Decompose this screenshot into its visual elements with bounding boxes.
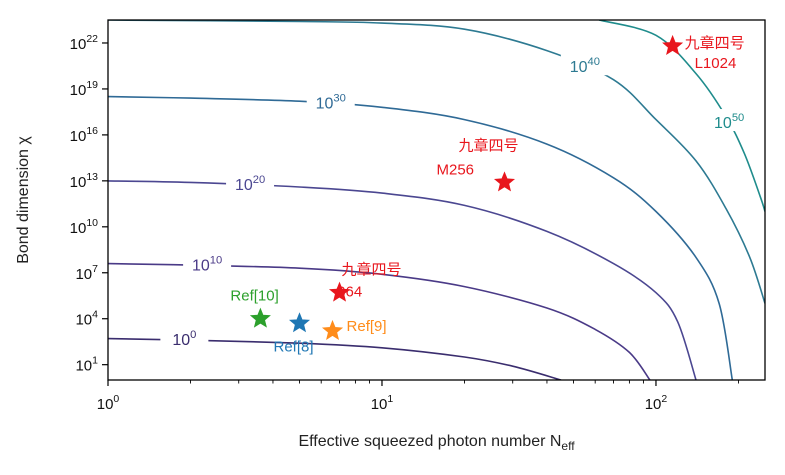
plot-frame	[107, 19, 766, 381]
contour-label-bg	[183, 251, 232, 274]
point-label-s64: S64	[336, 284, 363, 301]
point-label-ref8: Ref[8]	[274, 338, 314, 355]
y-axis-label: Bond dimension χ	[15, 136, 32, 264]
contour-label-bg	[160, 326, 209, 349]
y-tick-label: 1022	[70, 33, 99, 53]
star-marker-m256	[493, 171, 516, 192]
contour-line-30	[108, 95, 734, 380]
point-label-cn: 九章四号	[685, 34, 745, 52]
y-tick-label: 104	[75, 309, 98, 329]
star-marker-ref8	[288, 312, 311, 333]
x-tick-label: 101	[371, 393, 394, 413]
point-label-cn: 九章四号	[342, 261, 402, 279]
contour-label-10: 1010	[192, 255, 222, 275]
point-label-cn: 九章四号	[458, 136, 518, 154]
contour-label-40: 1040	[570, 56, 600, 76]
contour-label-30: 1030	[316, 93, 346, 113]
contour-label-20: 1020	[235, 174, 265, 194]
contour-layer: 100 1010 1020 1030 1040 1050	[108, 20, 765, 380]
x-tick-label: 100	[97, 393, 120, 413]
point-label-m256: M256	[436, 161, 474, 178]
point-label-l1024: L1024	[695, 55, 737, 72]
y-tick-label: 1016	[70, 125, 99, 145]
star-marker-ref10	[249, 307, 271, 328]
contour-label-bg	[705, 109, 754, 132]
x-tick-label: 102	[645, 393, 668, 413]
y-tick-label: 1013	[70, 171, 99, 191]
y-tick-label: 101	[75, 355, 98, 375]
contour-label-0: 100	[172, 329, 196, 349]
y-tick-label: 107	[75, 263, 98, 283]
contour-label-bg	[226, 170, 275, 193]
contour-label-bg	[306, 89, 355, 112]
axes: 100 101 102 101 104 107 1010 1013 1016 1019 1022	[70, 19, 766, 413]
star-marker-l1024	[662, 34, 684, 55]
star-marker-ref9	[321, 319, 344, 340]
y-tick-label: 1010	[70, 217, 99, 237]
contour-label-bg	[560, 53, 609, 76]
x-axis-label: Effective squeezed photon number Neff	[298, 433, 575, 453]
contour-label-50: 1050	[714, 112, 744, 132]
point-label-ref10: Ref[10]	[230, 288, 278, 305]
y-tick-label: 1019	[70, 79, 99, 99]
star-marker-s64	[328, 281, 351, 302]
point-label-ref9: Ref[9]	[347, 318, 387, 335]
marker-layer: 九章四号 L1024 九章四号 M256 九章四号 S64 Ref[10] Ref[8] Ref…	[230, 34, 744, 355]
